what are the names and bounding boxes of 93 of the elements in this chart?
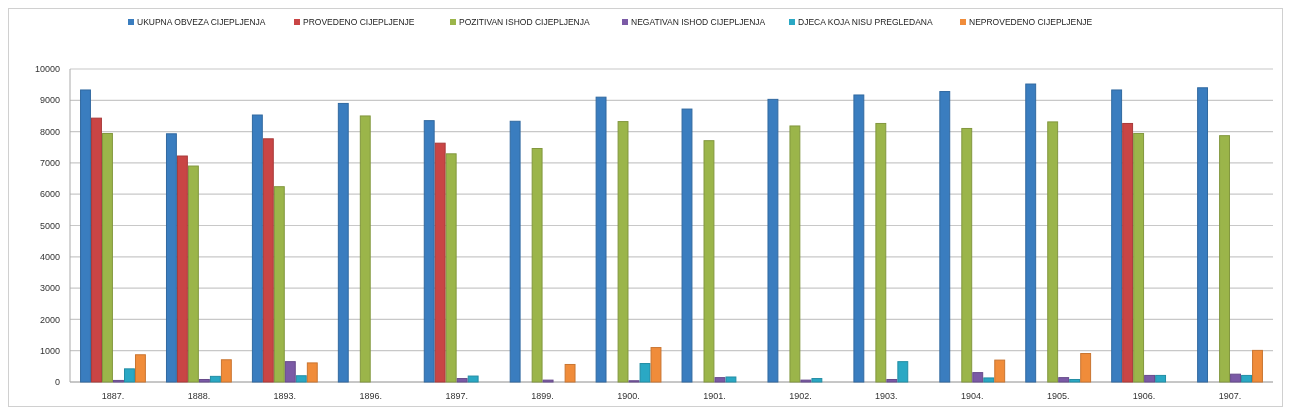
x-tick-label: 1903. (875, 391, 898, 401)
bar (531, 148, 543, 383)
bar (703, 140, 715, 383)
y-tick-label: 9000 (39, 95, 60, 106)
bar (1219, 135, 1230, 383)
bar (509, 120, 521, 383)
bar (124, 368, 135, 383)
bar (273, 186, 285, 383)
bar (853, 94, 865, 383)
y-tick-label: 7000 (39, 158, 60, 169)
bar (262, 138, 274, 383)
y-tick-label: 0 (54, 377, 60, 388)
bar (714, 377, 726, 383)
y-tick-label: 3000 (39, 283, 60, 294)
bar (91, 117, 102, 383)
bar (650, 347, 662, 383)
bar (1230, 373, 1241, 383)
bar (1252, 349, 1263, 383)
x-tick-label: 1893. (273, 391, 297, 401)
bar (220, 359, 232, 383)
bar (337, 102, 349, 383)
legend-label: NEPROVEDENO CIJEPLJENJE (969, 16, 1093, 27)
y-tick-label: 4000 (39, 251, 60, 262)
bar (467, 375, 479, 383)
y-tick-label: 10000 (34, 64, 60, 75)
bar (1122, 122, 1134, 383)
bar (1080, 353, 1092, 383)
x-tick-label: 1896. (359, 391, 383, 401)
bar (1111, 89, 1123, 383)
bar (1069, 379, 1081, 383)
bar (994, 359, 1006, 383)
bar (1197, 87, 1209, 383)
x-tick-label: 1899. (531, 391, 554, 401)
legend-label: UKUPNA OBVEZA CIJEPLJENJA (137, 16, 266, 27)
x-tick-label: 1902. (789, 391, 812, 401)
bar (972, 372, 984, 383)
y-tick-label: 2000 (39, 314, 60, 325)
bar (423, 120, 435, 383)
bar (1025, 83, 1037, 383)
bar (251, 114, 263, 383)
bar (1047, 121, 1059, 383)
bar (811, 378, 823, 383)
bar (284, 361, 296, 383)
bar (681, 108, 693, 383)
x-tick-label: 1887. (101, 391, 125, 401)
bar (639, 363, 651, 383)
bar (445, 153, 457, 383)
bar (209, 375, 221, 383)
legend-label: PROVEDENO CIJEPLJENJE (303, 16, 415, 27)
bar (897, 361, 909, 383)
legend-label: NEGATIVAN ISHOD CIJEPLJENJA (631, 16, 766, 27)
x-tick-label: 1897. (445, 391, 468, 401)
bar (176, 155, 188, 383)
bar (434, 142, 446, 383)
bar (767, 98, 779, 383)
x-tick-label: 1905. (1046, 391, 1070, 401)
bar (295, 375, 307, 383)
x-tick-label: 1906. (1132, 391, 1156, 401)
y-tick-label: 1000 (39, 345, 60, 356)
x-tick-label: 1901. (703, 391, 726, 401)
bar (789, 125, 801, 383)
bar (886, 379, 898, 383)
legend-label: POZITIVAN ISHOD CIJEPLJENJA (459, 16, 590, 27)
bar (1058, 377, 1070, 383)
bar (875, 122, 887, 383)
legend-label: DJECA KOJA NISU PREGLEDANA (798, 16, 933, 27)
bar (961, 127, 973, 383)
bar (359, 115, 371, 383)
bar (564, 363, 576, 383)
y-tick-label: 5000 (39, 220, 60, 231)
bar (939, 91, 951, 383)
bar (165, 133, 177, 383)
bar (983, 377, 995, 383)
bar (595, 96, 607, 383)
bar (198, 379, 210, 383)
bar (1133, 132, 1145, 383)
bar (1241, 374, 1252, 383)
y-tick-label: 8000 (39, 126, 60, 137)
bar (134, 354, 146, 383)
bar (1144, 374, 1156, 383)
x-tick-label: 1888. (187, 391, 211, 401)
y-tick-label: 6000 (39, 189, 60, 200)
bar (306, 362, 318, 383)
x-tick-label: 1904. (960, 391, 984, 401)
bar (725, 376, 737, 383)
bar (617, 121, 629, 383)
bar (187, 165, 199, 383)
bar (80, 89, 91, 383)
bar (102, 132, 113, 383)
bar (456, 378, 468, 383)
x-tick-label: 1907. (1218, 391, 1242, 401)
bar (1155, 374, 1167, 383)
x-tick-label: 1900. (617, 391, 640, 401)
